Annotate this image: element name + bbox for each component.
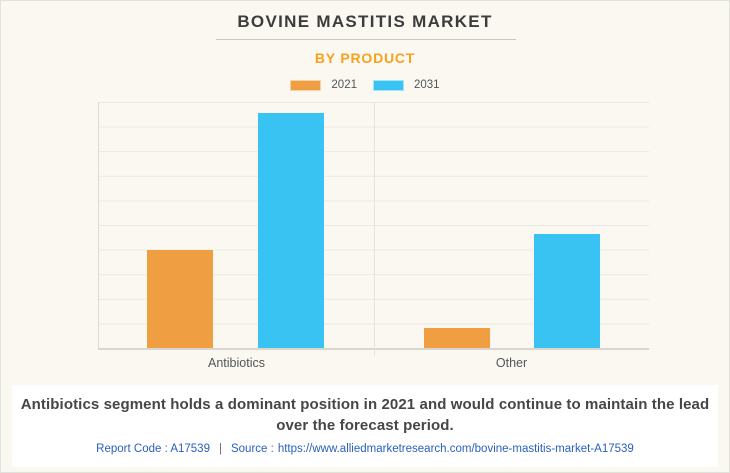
legend-label-2021: 2021: [331, 79, 357, 91]
title-divider: [216, 39, 516, 40]
legend-item-2031[interactable]: 2031: [373, 79, 440, 91]
bar-2031-antibiotics[interactable]: [258, 113, 324, 348]
category-divider-gridline: [374, 102, 375, 356]
bar-2031-other[interactable]: [534, 234, 600, 348]
legend-swatch-2031: [373, 79, 404, 91]
x-axis-label-other: Other: [495, 356, 528, 370]
legend-item-2021[interactable]: 2021: [290, 79, 357, 91]
bar-2021-antibiotics[interactable]: [147, 250, 213, 348]
bar-2021-other[interactable]: [424, 328, 490, 348]
legend-label-2031: 2031: [414, 79, 440, 91]
bar-chart: Antibiotics Other: [98, 102, 649, 370]
page-title: BOVINE MASTITIS MARKET: [237, 12, 493, 31]
chart-subtitle: BY PRODUCT: [314, 50, 416, 66]
plot-area: Antibiotics Other: [98, 102, 649, 370]
report-source-line: Report Code : A17539 | Source : https://www…: [12, 443, 718, 455]
chart-legend: 2021 2031: [1, 79, 729, 91]
summary-text: Antibiotics segment holds a dominant pos…: [20, 396, 710, 434]
legend-swatch-2021: [290, 79, 322, 91]
summary-footer: Antibiotics segment holds a dominant pos…: [12, 385, 718, 467]
source-label: Source :: [230, 443, 274, 455]
source-url-link[interactable]: https://www.alliedmarketresearch.com/bov…: [277, 443, 634, 455]
report-code: Report Code : A17539: [96, 443, 210, 455]
x-axis-label-antibiotics: Antibiotics: [208, 356, 265, 370]
separator: |: [218, 443, 222, 455]
